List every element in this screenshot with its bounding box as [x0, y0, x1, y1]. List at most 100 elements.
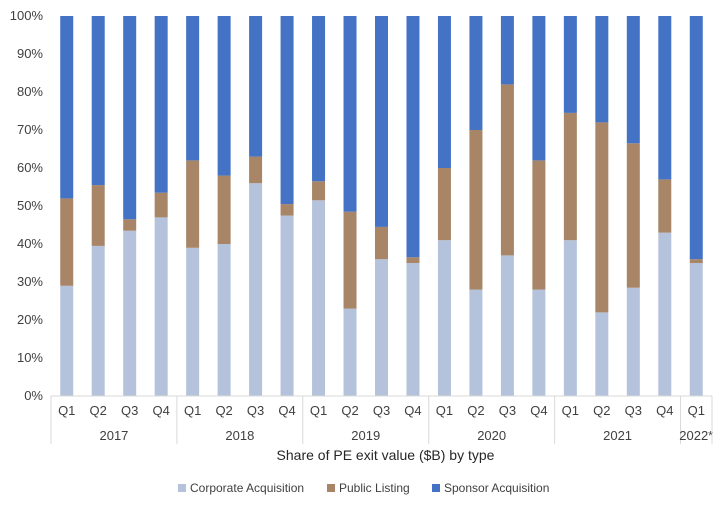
- bar-segment-public-listing: [437, 168, 451, 241]
- y-tick-label: 50%: [17, 198, 43, 213]
- bar-segment-public-listing: [186, 160, 200, 248]
- x-tick-label: Q2: [467, 403, 484, 418]
- x-tick-label: Q2: [341, 403, 358, 418]
- y-tick-label: 0%: [24, 388, 43, 403]
- y-tick-label: 70%: [17, 122, 43, 137]
- bar-segment-public-listing: [469, 130, 483, 290]
- bar-segment-public-listing: [249, 156, 263, 184]
- legend-label: Corporate Acquisition: [190, 481, 304, 495]
- bar-segment-corporate-acquisition: [595, 312, 609, 396]
- plot-area: [60, 16, 703, 396]
- bar-segment-corporate-acquisition: [658, 232, 672, 396]
- x-axis-title: Share of PE exit value ($B) by type: [277, 447, 495, 463]
- x-tick-label: Q3: [499, 403, 516, 418]
- x-tick-label: Q1: [562, 403, 579, 418]
- bar-segment-public-listing: [626, 143, 640, 288]
- x-tick-label: Q1: [436, 403, 453, 418]
- x-tick-label: Q3: [121, 403, 138, 418]
- bar-segment-sponsor-acquisition: [689, 16, 703, 260]
- bar-segment-corporate-acquisition: [186, 247, 200, 396]
- y-tick-label: 10%: [17, 350, 43, 365]
- bar-segment-sponsor-acquisition: [532, 16, 546, 161]
- bar-segment-public-listing: [563, 112, 577, 241]
- y-tick-label: 60%: [17, 160, 43, 175]
- bar-segment-public-listing: [532, 160, 546, 290]
- bar-segment-sponsor-acquisition: [217, 16, 231, 176]
- bar-segment-corporate-acquisition: [437, 240, 451, 396]
- y-tick-label: 90%: [17, 46, 43, 61]
- bar-segment-corporate-acquisition: [249, 183, 263, 396]
- bar-segment-public-listing: [658, 179, 672, 233]
- bar-segment-public-listing: [217, 175, 231, 244]
- bar-segment-sponsor-acquisition: [60, 16, 74, 199]
- x-tick-label: Q1: [184, 403, 201, 418]
- legend-swatch: [178, 484, 186, 492]
- bar-segment-public-listing: [154, 192, 168, 218]
- year-group-label: 2020: [477, 428, 506, 443]
- bar-segment-corporate-acquisition: [532, 289, 546, 396]
- x-tick-label: Q2: [90, 403, 107, 418]
- bar-segment-sponsor-acquisition: [312, 16, 326, 182]
- y-tick-label: 20%: [17, 312, 43, 327]
- bar-segment-public-listing: [595, 122, 609, 313]
- x-tick-label: Q4: [530, 403, 547, 418]
- x-tick-label: Q3: [625, 403, 642, 418]
- bar-segment-public-listing: [406, 257, 420, 263]
- bar-segment-sponsor-acquisition: [154, 16, 168, 193]
- bar-segment-public-listing: [500, 84, 514, 256]
- bar-segment-corporate-acquisition: [91, 245, 105, 396]
- bar-segment-public-listing: [312, 181, 326, 201]
- year-group-label: 2021: [603, 428, 632, 443]
- bar-segment-sponsor-acquisition: [626, 16, 640, 144]
- bar-segment-public-listing: [375, 226, 388, 260]
- x-tick-label: Q4: [278, 403, 295, 418]
- bar-segment-corporate-acquisition: [343, 308, 357, 396]
- bar-segment-sponsor-acquisition: [406, 16, 420, 258]
- bar-segment-public-listing: [60, 198, 74, 286]
- x-tick-label: Q4: [152, 403, 169, 418]
- year-group-label: 2017: [99, 428, 128, 443]
- x-tick-label: Q1: [688, 403, 705, 418]
- bar-segment-sponsor-acquisition: [658, 16, 672, 180]
- x-tick-label: Q2: [215, 403, 232, 418]
- y-tick-label: 40%: [17, 236, 43, 251]
- bar-segment-public-listing: [280, 204, 294, 216]
- x-tick-label: Q4: [656, 403, 673, 418]
- bar-segment-sponsor-acquisition: [500, 16, 514, 85]
- bar-segment-corporate-acquisition: [689, 263, 703, 396]
- legend-swatch: [432, 484, 440, 492]
- bar-segment-sponsor-acquisition: [375, 16, 388, 227]
- bar-segment-corporate-acquisition: [60, 285, 74, 396]
- bar-segment-sponsor-acquisition: [469, 16, 483, 130]
- bar-segment-public-listing: [689, 259, 703, 263]
- bar-segment-corporate-acquisition: [280, 215, 294, 396]
- bar-segment-sponsor-acquisition: [563, 16, 577, 113]
- bar-segment-sponsor-acquisition: [343, 16, 357, 212]
- y-tick-label: 30%: [17, 274, 43, 289]
- bar-segment-corporate-acquisition: [563, 240, 577, 396]
- bar-segment-corporate-acquisition: [406, 263, 420, 396]
- bar-segment-sponsor-acquisition: [123, 16, 137, 220]
- bar-segment-corporate-acquisition: [375, 259, 388, 396]
- y-tick-label: 80%: [17, 84, 43, 99]
- bar-segment-sponsor-acquisition: [437, 16, 451, 168]
- x-tick-label: Q1: [310, 403, 327, 418]
- bar-segment-public-listing: [91, 185, 105, 246]
- bar-segment-corporate-acquisition: [123, 230, 137, 396]
- bar-segment-corporate-acquisition: [217, 244, 231, 396]
- legend-swatch: [327, 484, 335, 492]
- bar-segment-corporate-acquisition: [469, 289, 483, 396]
- bar-segment-sponsor-acquisition: [91, 16, 105, 186]
- x-tick-label: Q3: [247, 403, 264, 418]
- x-axis: Q1 Q2 Q3 Q4 Q1 Q2 Q3 Q4 Q1 Q2 Q3 Q4 Q1 Q2 Q3 Q4 Q1 Q2 Q3 Q4…: [50, 395, 713, 444]
- x-tick-label: Q2: [593, 403, 610, 418]
- x-tick-label: Q4: [404, 403, 421, 418]
- bar-segment-corporate-acquisition: [154, 217, 168, 396]
- bar-segment-corporate-acquisition: [626, 287, 640, 396]
- legend-label: Public Listing: [339, 481, 410, 495]
- x-tick-label: Q1: [58, 403, 75, 418]
- bar-segment-corporate-acquisition: [500, 255, 514, 396]
- y-axis: 0% 10% 20% 30% 40% 50% 60% 70% 80% 90% 100%: [10, 8, 44, 403]
